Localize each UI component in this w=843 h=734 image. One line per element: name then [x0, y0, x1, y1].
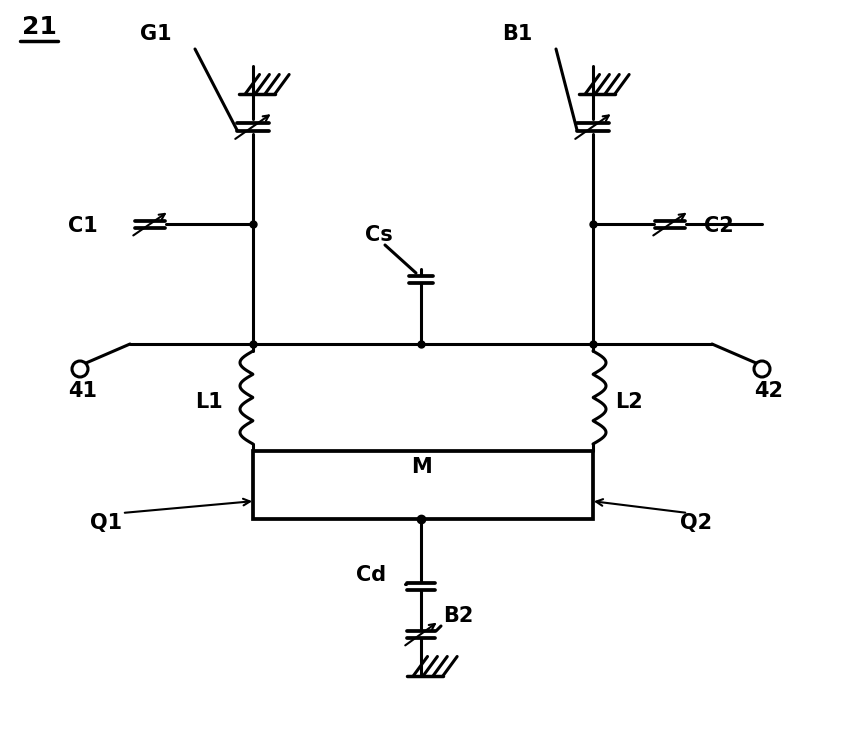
Text: B1: B1: [502, 24, 533, 44]
Text: 41: 41: [68, 381, 97, 401]
Text: G1: G1: [140, 24, 172, 44]
Text: M: M: [411, 457, 432, 477]
Text: Cd: Cd: [356, 565, 386, 585]
Text: Q1: Q1: [90, 513, 122, 533]
Text: C1: C1: [68, 216, 98, 236]
Text: C2: C2: [704, 216, 733, 236]
Text: 21: 21: [22, 15, 56, 39]
Text: Q2: Q2: [680, 513, 712, 533]
Text: 42: 42: [754, 381, 783, 401]
Text: B2: B2: [443, 606, 474, 626]
Bar: [253, 451, 593, 519]
Text: L2: L2: [615, 391, 642, 412]
Text: L1: L1: [195, 391, 223, 412]
Text: Cs: Cs: [365, 225, 393, 245]
